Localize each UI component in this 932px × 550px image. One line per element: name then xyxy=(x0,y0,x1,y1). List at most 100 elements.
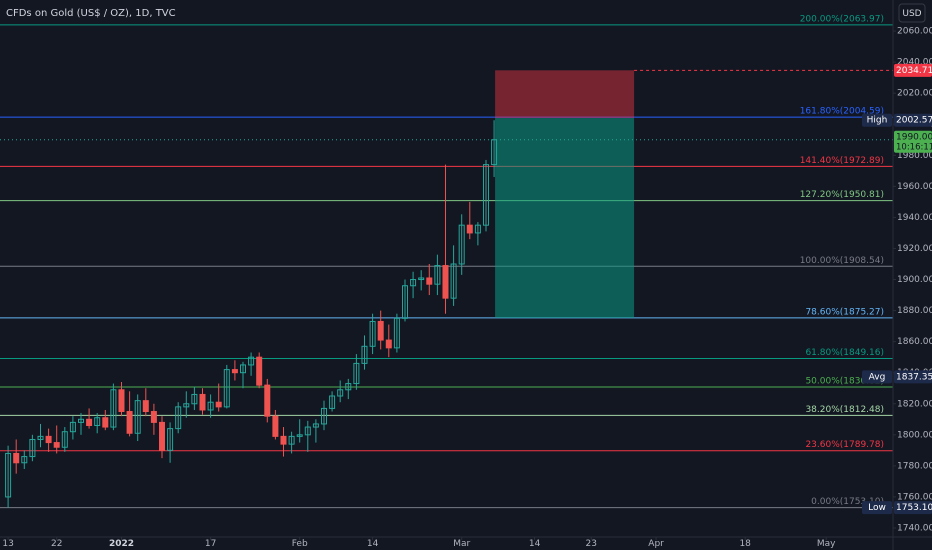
candle-body xyxy=(491,139,498,166)
candle-body xyxy=(110,389,117,428)
candle-body xyxy=(385,339,392,349)
y-tick-label: 1980.00 xyxy=(897,151,932,161)
candle-body xyxy=(118,389,125,413)
candle-body xyxy=(215,401,222,408)
x-tick-label: 14 xyxy=(529,539,541,549)
y-tick-label: 1900.00 xyxy=(897,275,932,285)
candle-body xyxy=(466,224,473,234)
candle-body xyxy=(458,224,465,265)
candle-body xyxy=(474,224,481,234)
candle-body xyxy=(61,431,68,448)
candle-body xyxy=(45,435,52,444)
x-tick-label: 2022 xyxy=(109,539,134,549)
candle-body xyxy=(288,435,295,445)
candle-body xyxy=(167,428,174,451)
x-tick-label: 13 xyxy=(2,539,13,549)
currency-button[interactable] xyxy=(898,3,926,23)
badge-name: High xyxy=(867,116,888,126)
fib-label: 61.80%(1849.16) xyxy=(805,348,884,358)
y-tick-label: 1940.00 xyxy=(897,213,932,223)
y-tick-label: 1760.00 xyxy=(897,492,932,502)
x-tick-label: 18 xyxy=(739,539,751,549)
candle-body xyxy=(175,406,182,430)
candle-body xyxy=(312,423,319,428)
price-badge xyxy=(894,63,932,77)
candle-body xyxy=(21,456,28,464)
candle-body xyxy=(142,400,149,413)
candle-body xyxy=(280,435,287,445)
y-tick-label: 1960.00 xyxy=(897,182,932,192)
fib-label: 141.40%(1972.89) xyxy=(800,156,884,166)
chart-title: CFDs on Gold (US$ / OZ), 1D, TVC xyxy=(6,8,176,19)
fib-label: 161.80%(2004.59) xyxy=(800,107,884,117)
y-tick-label: 2020.00 xyxy=(897,89,932,99)
x-tick-label: May xyxy=(817,539,836,549)
fib-label: 78.60%(1875.27) xyxy=(805,307,884,317)
candle-body xyxy=(69,421,76,433)
candle-body xyxy=(410,279,417,287)
price-badge xyxy=(894,113,932,127)
candle-body xyxy=(134,400,141,434)
candle-body xyxy=(256,356,263,386)
y-tick-label: 1920.00 xyxy=(897,244,932,254)
candle-body xyxy=(37,435,44,440)
candle-body xyxy=(86,418,93,427)
candle-body xyxy=(183,403,190,408)
candle-body xyxy=(223,369,230,408)
y-tick-label: 1800.00 xyxy=(897,430,932,440)
candle-body xyxy=(13,452,20,464)
candle-body xyxy=(207,401,214,411)
candle-body xyxy=(264,384,271,417)
candle-body xyxy=(158,421,165,451)
badge-value: 2002.57 xyxy=(896,116,932,126)
candle-body xyxy=(426,277,433,285)
fib-label: 100.00%(1908.54) xyxy=(800,256,884,266)
currency[interactable]: USD xyxy=(902,9,921,19)
candle-body xyxy=(94,417,101,427)
candle-body xyxy=(353,362,360,385)
fib-label: 23.60%(1789.78) xyxy=(805,440,884,450)
fib-label: 0.00%(1753.10) xyxy=(811,497,884,507)
candle-body xyxy=(231,369,238,374)
candle-body xyxy=(5,452,12,498)
candle-body xyxy=(239,364,246,374)
y-tick-label: 1860.00 xyxy=(897,337,932,347)
y-tick-label: 1880.00 xyxy=(897,306,932,316)
badge-name: Avg xyxy=(869,372,886,382)
fib-label: 127.20%(1950.81) xyxy=(800,190,884,200)
target-zone xyxy=(495,118,635,318)
candle-body xyxy=(126,411,133,434)
candle-body xyxy=(77,418,84,423)
candle-body xyxy=(434,265,441,285)
y-tick-label: 2060.00 xyxy=(897,27,932,37)
candle-body xyxy=(248,356,255,366)
candle-body xyxy=(329,395,336,409)
y-tick-label: 1780.00 xyxy=(897,461,932,471)
badge-name-box xyxy=(862,113,892,127)
candle-body xyxy=(272,415,279,437)
fib-label: 200.00%(2063.97) xyxy=(800,14,884,24)
candle-body xyxy=(199,393,206,411)
badge-value: 1753.10 xyxy=(896,503,932,513)
candle-body xyxy=(442,265,449,299)
price-badge xyxy=(894,501,932,515)
candle-body xyxy=(150,411,157,423)
x-tick-label: Feb xyxy=(292,539,308,549)
x-tick-label: Apr xyxy=(648,539,664,549)
badge-name-box xyxy=(862,501,892,515)
candle-body xyxy=(320,407,327,425)
x-tick-label: 17 xyxy=(205,539,216,549)
candle-body xyxy=(102,417,109,428)
x-tick-label: 14 xyxy=(367,539,379,549)
badge-value: 1837.35 xyxy=(896,372,932,382)
candle-body xyxy=(361,345,368,364)
stop-price-label: 2034.71 xyxy=(896,66,932,76)
y-tick-label: 2040.00 xyxy=(897,58,932,68)
candle-body xyxy=(304,426,311,436)
candle-body xyxy=(345,383,352,391)
price-badge xyxy=(894,370,932,384)
candle-body xyxy=(393,317,400,349)
